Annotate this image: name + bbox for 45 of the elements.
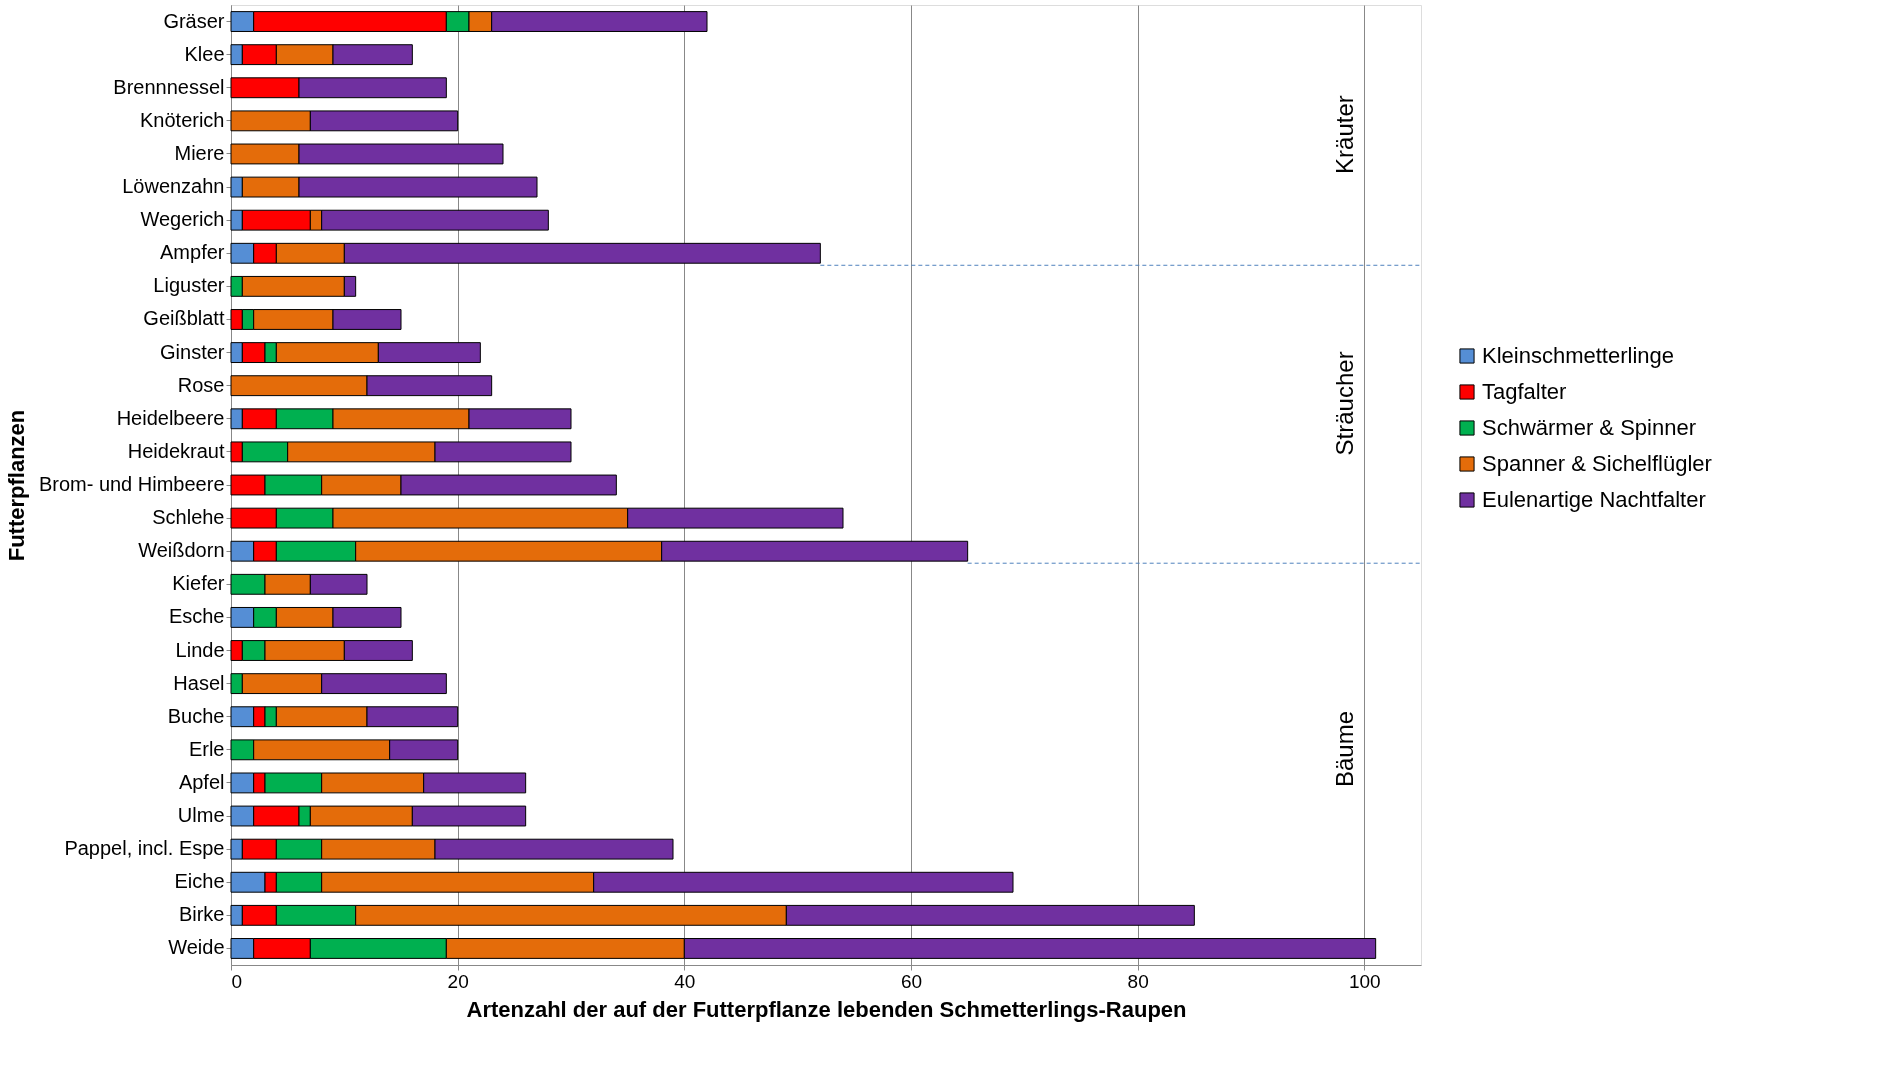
y-tick-label: Apfel [178, 770, 225, 793]
x-tick-label: 100 [1348, 970, 1381, 992]
y-tick-label: Birke [178, 903, 225, 926]
y-tick-label: Knöterich [140, 108, 225, 131]
y-tick-label: Ginster [160, 340, 225, 363]
y-tick-label: Heidelbeere [116, 406, 225, 429]
y-tick-label: Gräser [163, 9, 225, 32]
y-tick-label: Brom- und Himbeere [38, 473, 225, 495]
y-axis-title: Futterpflanzen [3, 409, 29, 562]
y-tick-label: Linde [175, 638, 225, 661]
y-tick-label: Wegerich [140, 208, 225, 231]
y-tick-label: Heidekraut [127, 439, 225, 462]
legend-label: Eulenartige Nachtfalter [1482, 487, 1706, 512]
y-tick-label: Klee [184, 42, 225, 65]
y-tick-label: Hasel [173, 671, 225, 694]
y-tick-label: Kiefer [172, 572, 225, 595]
y-tick-label: Miere [174, 141, 225, 164]
y-tick-label: Löwenzahn [122, 175, 225, 198]
y-tick-label: Liguster [153, 274, 225, 297]
y-tick-label: Eiche [174, 870, 225, 893]
y-tick-label: Esche [168, 605, 225, 628]
y-tick-label: Ampfer [160, 241, 225, 264]
y-tick-label: Ulme [177, 804, 225, 827]
y-tick-label: Weißdorn [138, 539, 225, 562]
y-tick-label: Rose [177, 373, 225, 396]
y-tick-label: Pappel, incl. Espe [64, 837, 225, 860]
legend-label: Kleinschmetterlinge [1482, 343, 1674, 368]
y-tick-label: Weide [168, 936, 225, 959]
x-axis-title: Artenzahl der auf der Futterpflanze lebenden Schmetterlings-Raupen [466, 996, 1187, 1022]
legend-label: Spanner & Sichelflügler [1482, 451, 1712, 476]
x-tick-label: 0 [231, 970, 243, 992]
legend-label: Schwärmer & Spinner [1482, 415, 1696, 440]
x-tick-label: 60 [900, 970, 923, 992]
annotation: Kräuter [1331, 95, 1358, 174]
x-tick-label: 80 [1127, 970, 1149, 992]
annotation: Sträucher [1331, 351, 1358, 456]
legend-label: Tagfalter [1482, 379, 1567, 404]
y-tick-label: Schlehe [152, 506, 225, 529]
y-tick-label: Geißblatt [143, 307, 225, 330]
y-tick-label: Buche [167, 704, 225, 727]
x-tick-label: 20 [447, 970, 469, 992]
y-tick-label: Brennnessel [113, 75, 225, 98]
x-tick-label: 40 [674, 970, 696, 992]
y-tick-label: Erle [188, 737, 225, 760]
annotation: Bäume [1331, 710, 1358, 788]
